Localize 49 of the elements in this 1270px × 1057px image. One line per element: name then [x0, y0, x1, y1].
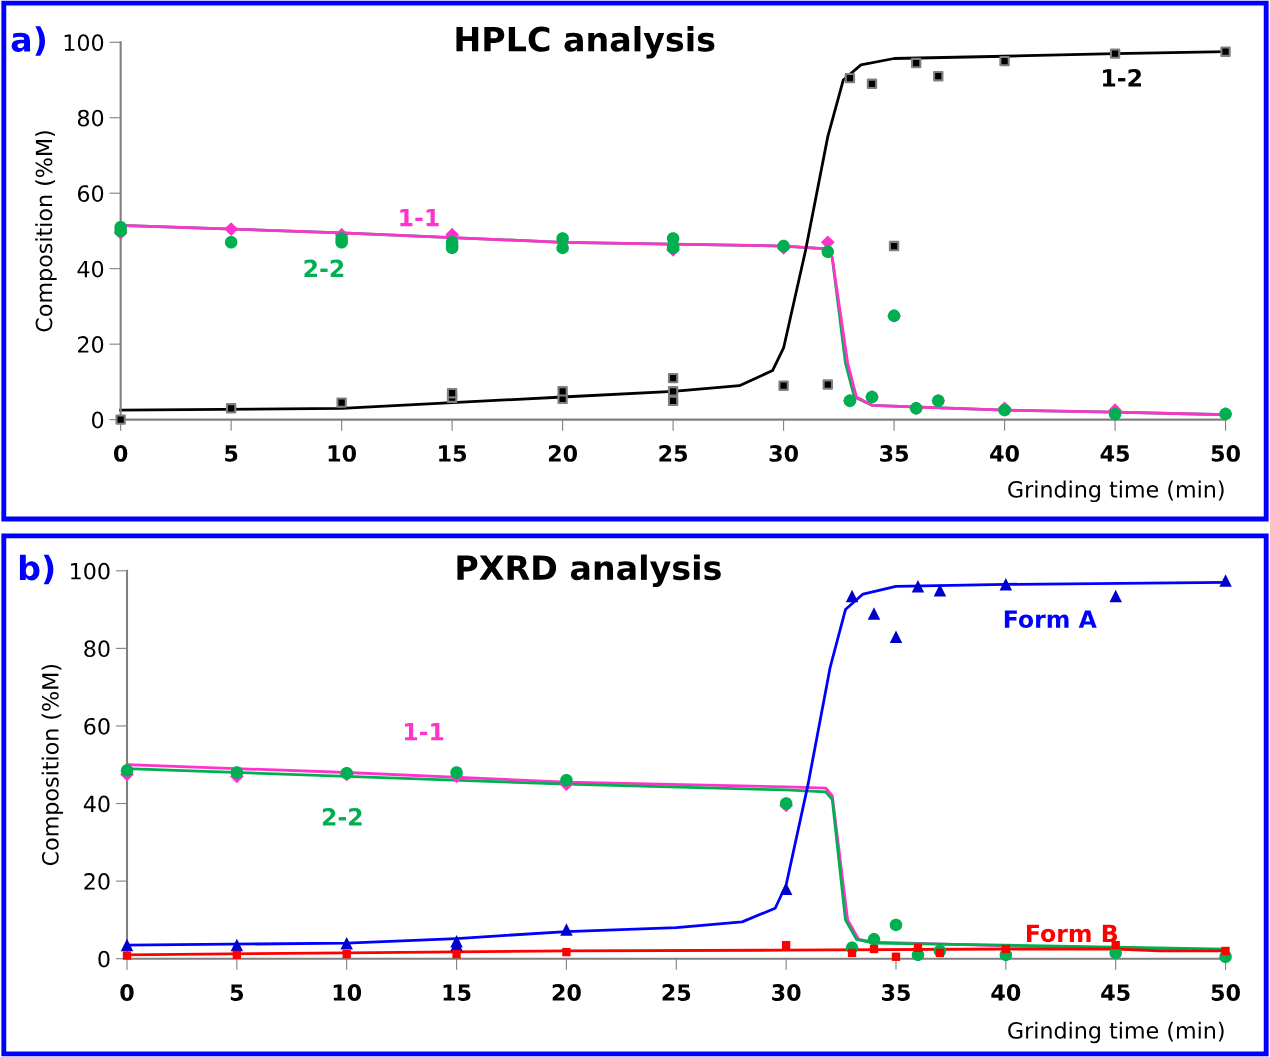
y-axis-title: Composition (%M) — [41, 664, 64, 866]
x-tick-label: 0 — [120, 984, 134, 1001]
x-tick-label: 45 — [1101, 984, 1130, 1001]
x-tick-label: 5 — [230, 984, 244, 1001]
series-label: 2-2 — [304, 259, 344, 278]
x-tick-label: 30 — [772, 984, 801, 1001]
x-tick-label: 15 — [443, 984, 471, 1001]
x-tick-label: 5 — [225, 445, 238, 462]
y-tick-label: 80 — [84, 640, 110, 658]
text: b) — [19, 554, 54, 585]
y-axis-title: Composition (%M) — [35, 131, 57, 332]
y-tick-label: 100 — [64, 34, 104, 52]
chart-title: HPLC analysis — [456, 26, 715, 59]
x-tick-label: 45 — [1100, 445, 1129, 462]
y-tick-label: 20 — [78, 336, 104, 353]
x-tick-label: 10 — [333, 984, 362, 1001]
x-tick-label: 50 — [1211, 984, 1240, 1001]
y-tick-label: 80 — [77, 109, 104, 127]
x-tick-label: 40 — [991, 984, 1021, 1001]
x-axis-title: Grinding time (min) — [1008, 480, 1224, 503]
y-tick-label: 100 — [71, 562, 110, 580]
y-tick-label: 40 — [83, 795, 110, 813]
x-axis-title: Grinding time (min) — [1008, 1021, 1224, 1044]
x-tick-label: 20 — [548, 445, 578, 462]
y-tick-label: 0 — [98, 950, 110, 968]
x-tick-label: 35 — [882, 984, 910, 1001]
series-label: 1-2 — [1103, 69, 1141, 87]
y-tick-label: 0 — [92, 411, 104, 429]
x-tick-label: 35 — [880, 445, 908, 462]
x-tick-label: 40 — [990, 445, 1019, 462]
series-label: Form B — [1026, 924, 1118, 943]
series-label: 1-1 — [404, 723, 444, 741]
x-tick-label: 25 — [659, 445, 688, 462]
series-label: 2-2 — [322, 808, 362, 826]
series-label: Form A — [1004, 610, 1097, 629]
x-tick-label: 30 — [769, 445, 798, 462]
series-label: 1-1 — [400, 208, 439, 227]
y-tick-label: 60 — [84, 717, 110, 735]
x-tick-label: 50 — [1211, 445, 1240, 462]
x-tick-label: 0 — [113, 445, 128, 462]
x-tick-label: 20 — [552, 984, 581, 1001]
x-tick-label: 10 — [328, 445, 357, 462]
y-tick-label: 40 — [77, 260, 104, 278]
x-tick-label: 15 — [439, 445, 467, 462]
chart-title: PXRD analysis — [457, 554, 721, 588]
x-tick-label: 25 — [662, 984, 691, 1001]
y-tick-label: 60 — [77, 185, 104, 202]
y-tick-label: 20 — [84, 873, 110, 890]
text: a) — [11, 26, 46, 56]
